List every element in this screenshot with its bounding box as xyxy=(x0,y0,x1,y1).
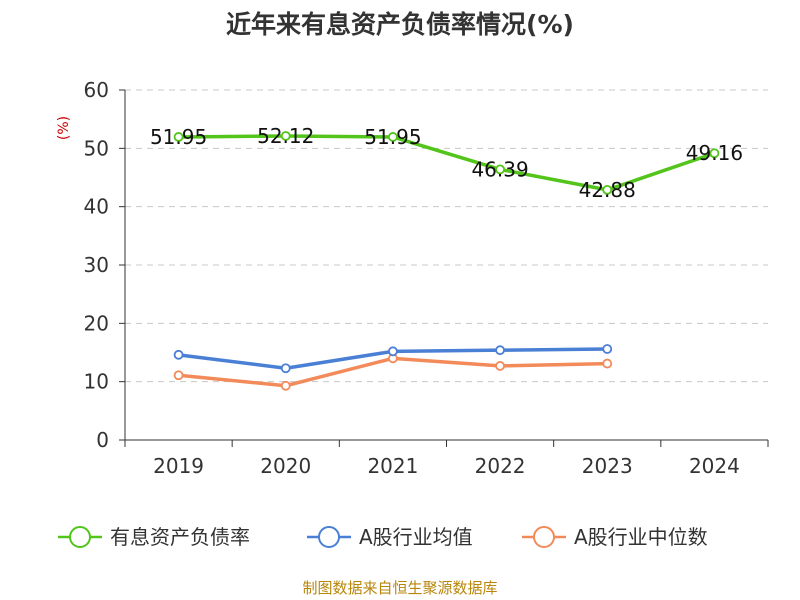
source-note: 制图数据来自恒生聚源数据库 xyxy=(302,579,497,597)
series-0 xyxy=(173,131,720,195)
y-tick-label: 20 xyxy=(84,311,109,335)
y-tick-label: 0 xyxy=(96,428,109,452)
legend-item-1: A股行业均值 xyxy=(307,525,473,549)
x-tick-label: 2024 xyxy=(689,454,740,478)
y-tick-label: 50 xyxy=(84,136,109,160)
series-1 xyxy=(173,344,613,374)
legend-marker xyxy=(533,526,555,548)
data-point xyxy=(602,184,613,195)
axes: 0 10 20 30 40 50 60 2019 2020 2021 2022 2023 2024 xyxy=(84,78,769,478)
legend: 有息资产负债率 A股行业均值 A股行业中位数 xyxy=(58,525,708,549)
data-label: 46.39 xyxy=(471,157,528,181)
data-point xyxy=(173,370,184,381)
legend-label: A股行业中位数 xyxy=(574,525,708,549)
y-tick-label: 60 xyxy=(84,78,109,102)
legend-marker xyxy=(318,526,340,548)
y-tick-label: 10 xyxy=(84,370,109,394)
data-point xyxy=(280,380,291,391)
data-point xyxy=(602,344,613,354)
data-label: 51.95 xyxy=(364,125,421,149)
data-label: 52.12 xyxy=(257,124,314,148)
data-point xyxy=(173,349,184,360)
legend-item-2: A股行业中位数 xyxy=(522,525,708,549)
x-tick-label: 2020 xyxy=(260,454,311,478)
data-point xyxy=(280,363,291,374)
data-point xyxy=(388,132,398,142)
data-point xyxy=(602,358,613,369)
series-2 xyxy=(173,353,613,391)
x-tick-label: 2023 xyxy=(582,454,633,478)
data-label: 42.88 xyxy=(579,178,636,202)
legend-label: 有息资产负债率 xyxy=(110,525,250,549)
data-point xyxy=(709,148,720,159)
data-point xyxy=(388,346,398,357)
x-tick-label: 2019 xyxy=(153,454,204,478)
x-tick-label: 2022 xyxy=(475,454,526,478)
chart-title: 近年来有息资产负债率情况(%) xyxy=(226,10,574,39)
data-point xyxy=(495,345,505,356)
y-tick-label: 40 xyxy=(84,195,109,219)
data-label: 51.95 xyxy=(150,125,207,149)
data-labels: 51.95 52.12 51.95 46.39 42.88 49.16 xyxy=(150,124,743,202)
legend-marker xyxy=(69,526,91,548)
data-point xyxy=(173,132,184,142)
legend-item-0: 有息资产负债率 xyxy=(58,525,250,549)
data-point xyxy=(495,361,505,371)
x-tick-label: 2021 xyxy=(367,454,418,478)
y-axis-unit: (%) xyxy=(56,116,72,140)
y-tick-label: 30 xyxy=(84,253,109,277)
series-line xyxy=(178,134,715,192)
grid-lines xyxy=(125,89,768,383)
series-lines xyxy=(173,131,720,391)
legend-label: A股行业均值 xyxy=(359,525,473,549)
data-point xyxy=(280,131,291,141)
data-label: 49.16 xyxy=(686,141,743,165)
data-point xyxy=(495,164,505,175)
